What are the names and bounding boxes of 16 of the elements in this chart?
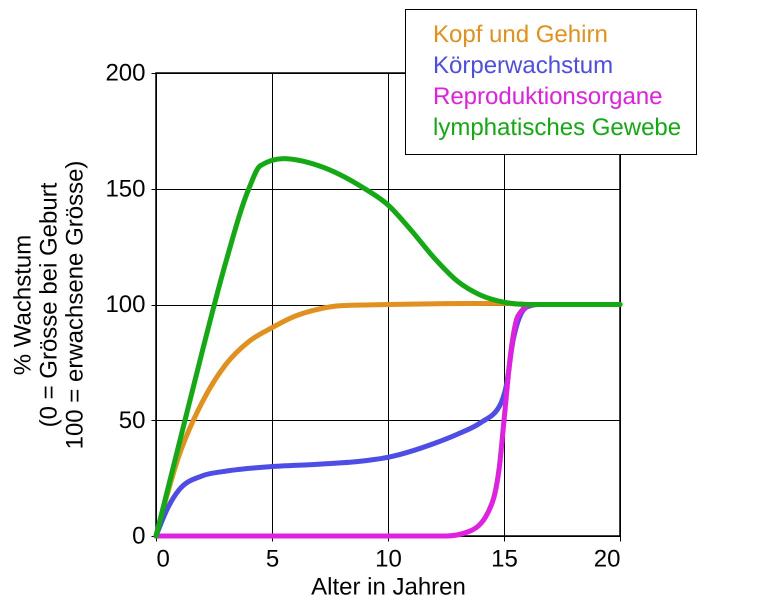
y-tick-label: 150 xyxy=(105,175,146,202)
y-tick-label: 50 xyxy=(118,406,146,434)
y-tick-label: 0 xyxy=(132,522,146,550)
text: Körperwachstum xyxy=(433,52,614,79)
text: lymphatisches Gewebe xyxy=(433,114,682,141)
x-tick-label: 10 xyxy=(375,546,402,572)
text: Kopf und Gehirn xyxy=(433,21,608,48)
x-tick-label: 20 xyxy=(594,546,620,572)
text: Reproduktionsorgane xyxy=(433,83,662,110)
x-tick-label: 0 xyxy=(156,546,170,572)
x-tick-label: 5 xyxy=(266,546,280,572)
y-tick-label: 100 xyxy=(105,291,146,318)
y-tick-label: 200 xyxy=(105,60,146,86)
x-tick-label: 15 xyxy=(491,546,518,572)
y-axis-title: % Wachstum (0 = Grösse bei Geburt 100 = erwachsene Grösse) xyxy=(9,160,88,450)
x-axis-title: Alter in Jahren xyxy=(311,574,466,600)
